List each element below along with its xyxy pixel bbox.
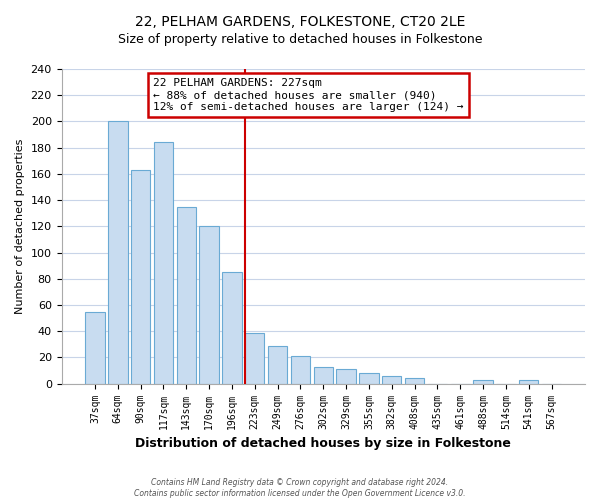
Text: Size of property relative to detached houses in Folkestone: Size of property relative to detached ho… bbox=[118, 32, 482, 46]
Text: 22 PELHAM GARDENS: 227sqm
← 88% of detached houses are smaller (940)
12% of semi: 22 PELHAM GARDENS: 227sqm ← 88% of detac… bbox=[153, 78, 464, 112]
X-axis label: Distribution of detached houses by size in Folkestone: Distribution of detached houses by size … bbox=[136, 437, 511, 450]
Bar bbox=[473, 380, 493, 384]
Bar bbox=[222, 272, 242, 384]
Y-axis label: Number of detached properties: Number of detached properties bbox=[15, 138, 25, 314]
Bar bbox=[291, 356, 310, 384]
Bar bbox=[519, 380, 538, 384]
Bar bbox=[85, 312, 105, 384]
Bar bbox=[337, 370, 356, 384]
Bar bbox=[359, 373, 379, 384]
Bar bbox=[268, 346, 287, 384]
Text: 22, PELHAM GARDENS, FOLKESTONE, CT20 2LE: 22, PELHAM GARDENS, FOLKESTONE, CT20 2LE bbox=[135, 15, 465, 29]
Bar bbox=[382, 376, 401, 384]
Bar bbox=[131, 170, 151, 384]
Bar bbox=[176, 206, 196, 384]
Bar bbox=[245, 332, 265, 384]
Bar bbox=[108, 122, 128, 384]
Bar bbox=[154, 142, 173, 384]
Bar bbox=[405, 378, 424, 384]
Bar bbox=[314, 366, 333, 384]
Bar bbox=[199, 226, 219, 384]
Text: Contains HM Land Registry data © Crown copyright and database right 2024.
Contai: Contains HM Land Registry data © Crown c… bbox=[134, 478, 466, 498]
